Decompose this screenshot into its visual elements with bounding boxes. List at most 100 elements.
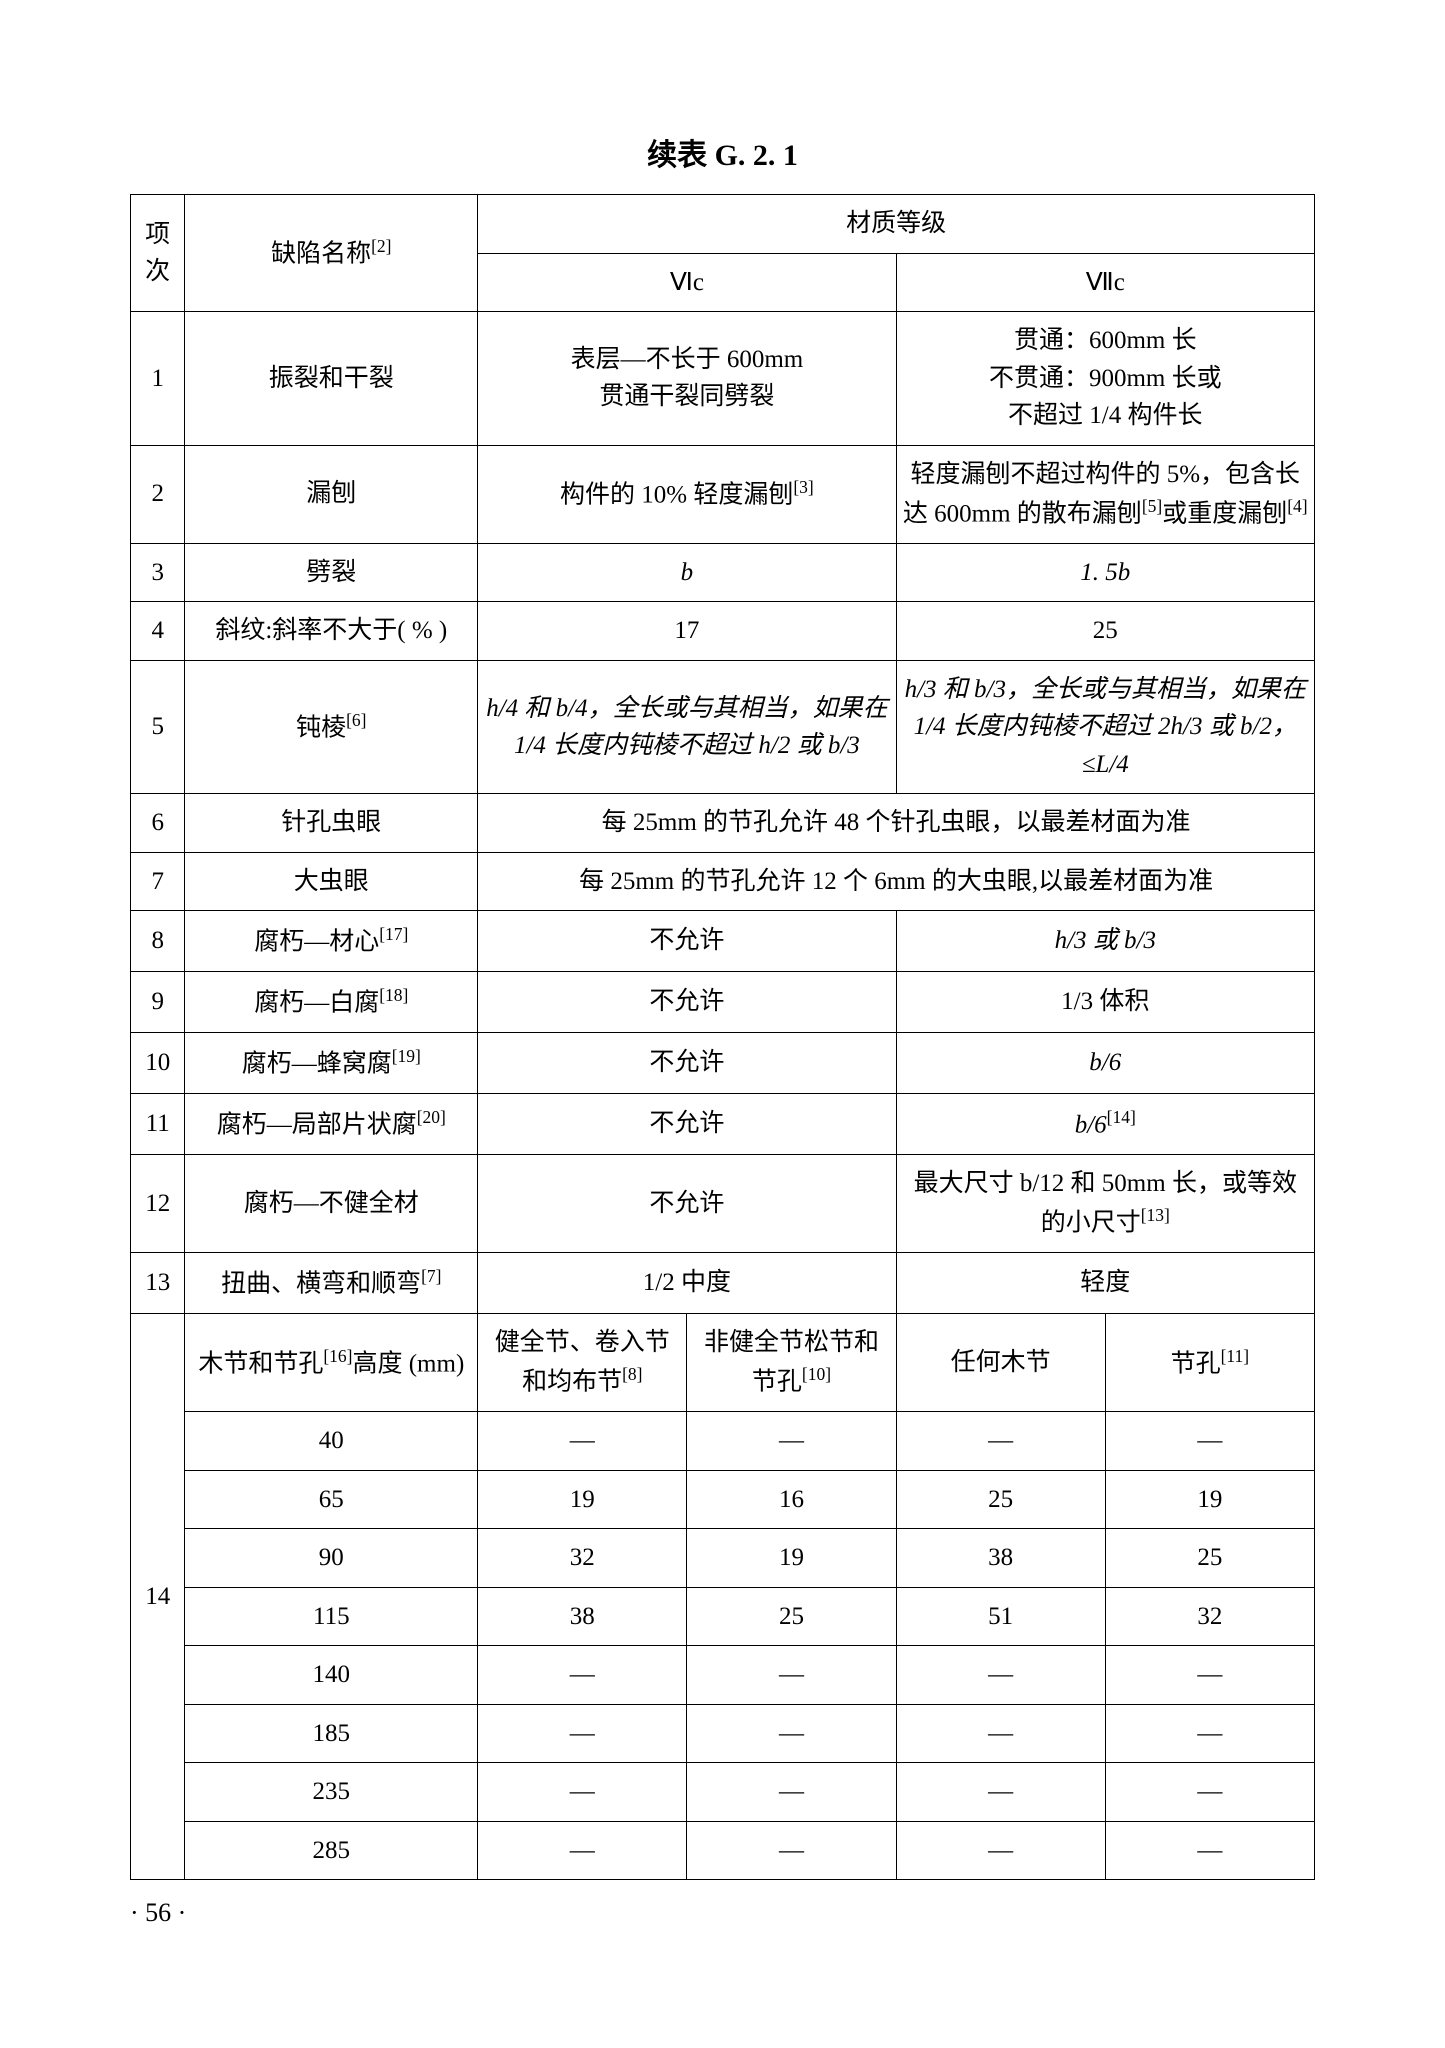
row-name: 斜纹:斜率不大于( % ) [185,602,478,661]
row-name: 腐朽—蜂窝腐[19] [185,1032,478,1093]
cell: — [1105,1412,1314,1471]
cell: — [478,1412,687,1471]
cell: 轻度漏刨不超过构件的 5%，包含长达 600mm 的散布漏刨[5]或重度漏刨[4… [896,445,1314,543]
cell: — [896,1704,1105,1763]
table-row: 285———— [131,1821,1315,1880]
cell-sup: [5] [1142,496,1162,516]
table-row: 6519162519 [131,1470,1315,1529]
cell: 40 [185,1412,478,1471]
row-idx: 5 [131,660,185,794]
table-row: 235———— [131,1763,1315,1822]
cell-text2: 或重度漏刨 [1162,500,1287,527]
row-name-text: 扭曲、横弯和顺弯 [221,1270,421,1297]
col-name-sup: [2] [371,236,391,256]
cell: — [896,1646,1105,1705]
table-row: 9032193825 [131,1529,1315,1588]
row-name: 钝棱[6] [185,660,478,794]
row-name: 劈裂 [185,543,478,602]
cell-text: h/3 或 b/3 [1055,927,1156,954]
cell: 最大尺寸 b/12 和 50mm 长，或等效的小尺寸[13] [896,1154,1314,1252]
row-name-text: 腐朽—局部片状腐 [217,1111,417,1138]
cell: b/6 [896,1032,1314,1093]
sub-col: 健全节、卷入节和均布节[8] [478,1313,687,1411]
cell: 1/2 中度 [478,1252,896,1313]
cell: 表层—不长于 600mm 贯通干裂同劈裂 [478,312,896,446]
cell: 每 25mm 的节孔允许 48 个针孔虫眼，以最差材面为准 [478,794,1315,853]
table-row: 2 漏刨 构件的 10% 轻度漏刨[3] 轻度漏刨不超过构件的 5%，包含长达 … [131,445,1315,543]
row-name: 针孔虫眼 [185,794,478,853]
cell: 140 [185,1646,478,1705]
cell: — [1105,1821,1314,1880]
sub-col-text: 节孔 [1171,1350,1221,1377]
cell: 285 [185,1821,478,1880]
cell: 不允许 [478,911,896,972]
sub-col-text: 非健全节松节和节孔 [704,1329,879,1396]
cell-text: b/6 [1075,1111,1107,1138]
cell: b [478,543,896,602]
col-name-text: 缺陷名称 [271,240,371,267]
sub-col-sup: [8] [622,1364,642,1384]
cell: — [896,1412,1105,1471]
cell-text: 1. 5b [1080,559,1130,586]
cell-text: h/3 和 b/3，全长或与其相当，如果在 1/4 长度内钝棱不超过 2h/3 … [905,676,1306,778]
cell: — [896,1763,1105,1822]
cell: 90 [185,1529,478,1588]
cell: — [896,1821,1105,1880]
cell-text: b/6 [1089,1049,1121,1076]
col-name: 缺陷名称[2] [185,195,478,312]
cell: 115 [185,1587,478,1646]
cell: — [478,1704,687,1763]
cell-sup2: [4] [1287,496,1307,516]
sub-col-text: 健全节、卷入节和均布节 [495,1329,670,1396]
table-row: 7 大虫眼 每 25mm 的节孔允许 12 个 6mm 的大虫眼,以最差材面为准 [131,852,1315,911]
cell-sup: [14] [1107,1107,1136,1127]
sub-col: 节孔[11] [1105,1313,1314,1411]
cell: 38 [896,1529,1105,1588]
row-idx: 9 [131,972,185,1033]
cell: — [478,1763,687,1822]
cell: 19 [478,1470,687,1529]
sub-col-sup: [11] [1221,1346,1250,1366]
row-name: 腐朽—局部片状腐[20] [185,1093,478,1154]
cell: h/3 和 b/3，全长或与其相当，如果在 1/4 长度内钝棱不超过 2h/3 … [896,660,1314,794]
cell: 贯通：600mm 长 不贯通：900mm 长或 不超过 1/4 构件长 [896,312,1314,446]
row-idx: 6 [131,794,185,853]
row-idx: 3 [131,543,185,602]
row-name: 木节和节孔[16]高度 (mm) [185,1313,478,1411]
table-row: 3 劈裂 b 1. 5b [131,543,1315,602]
row-name: 漏刨 [185,445,478,543]
defect-grade-table: 项次 缺陷名称[2] 材质等级 Ⅵc Ⅶc 1 振裂和干裂 表层—不长于 600… [130,194,1315,1880]
table-title: 续表 G. 2. 1 [130,130,1315,174]
table-row: 12 腐朽—不健全材 不允许 最大尺寸 b/12 和 50mm 长，或等效的小尺… [131,1154,1315,1252]
sub-col: 非健全节松节和节孔[10] [687,1313,896,1411]
row-idx: 13 [131,1252,185,1313]
cell-text: h/4 和 b/4，全长或与其相当，如果在 1/4 长度内钝棱不超过 h/2 或… [486,695,887,760]
col-idx: 项次 [131,195,185,312]
row-name-sup: [19] [392,1046,421,1066]
row-name: 扭曲、横弯和顺弯[7] [185,1252,478,1313]
row-name-sup: [7] [421,1266,441,1286]
col-g1: Ⅵc [478,253,896,312]
table-row: 11538255132 [131,1587,1315,1646]
row-idx: 1 [131,312,185,446]
cell: 51 [896,1587,1105,1646]
cell: 65 [185,1470,478,1529]
row-idx: 4 [131,602,185,661]
cell: b/6[14] [896,1093,1314,1154]
row-name-text: 木节和节孔 [198,1350,323,1377]
cell: 25 [1105,1529,1314,1588]
row-idx: 11 [131,1093,185,1154]
row-name: 腐朽—白腐[18] [185,972,478,1033]
cell: — [1105,1646,1314,1705]
cell: — [687,1412,896,1471]
cell: 185 [185,1704,478,1763]
cell: — [1105,1704,1314,1763]
cell-text: b [681,559,694,586]
cell: 38 [478,1587,687,1646]
cell: — [478,1646,687,1705]
row-name-text: 腐朽—蜂窝腐 [242,1050,392,1077]
table-row: 6 针孔虫眼 每 25mm 的节孔允许 48 个针孔虫眼，以最差材面为准 [131,794,1315,853]
cell: 25 [687,1587,896,1646]
cell: 不允许 [478,1154,896,1252]
cell: 235 [185,1763,478,1822]
